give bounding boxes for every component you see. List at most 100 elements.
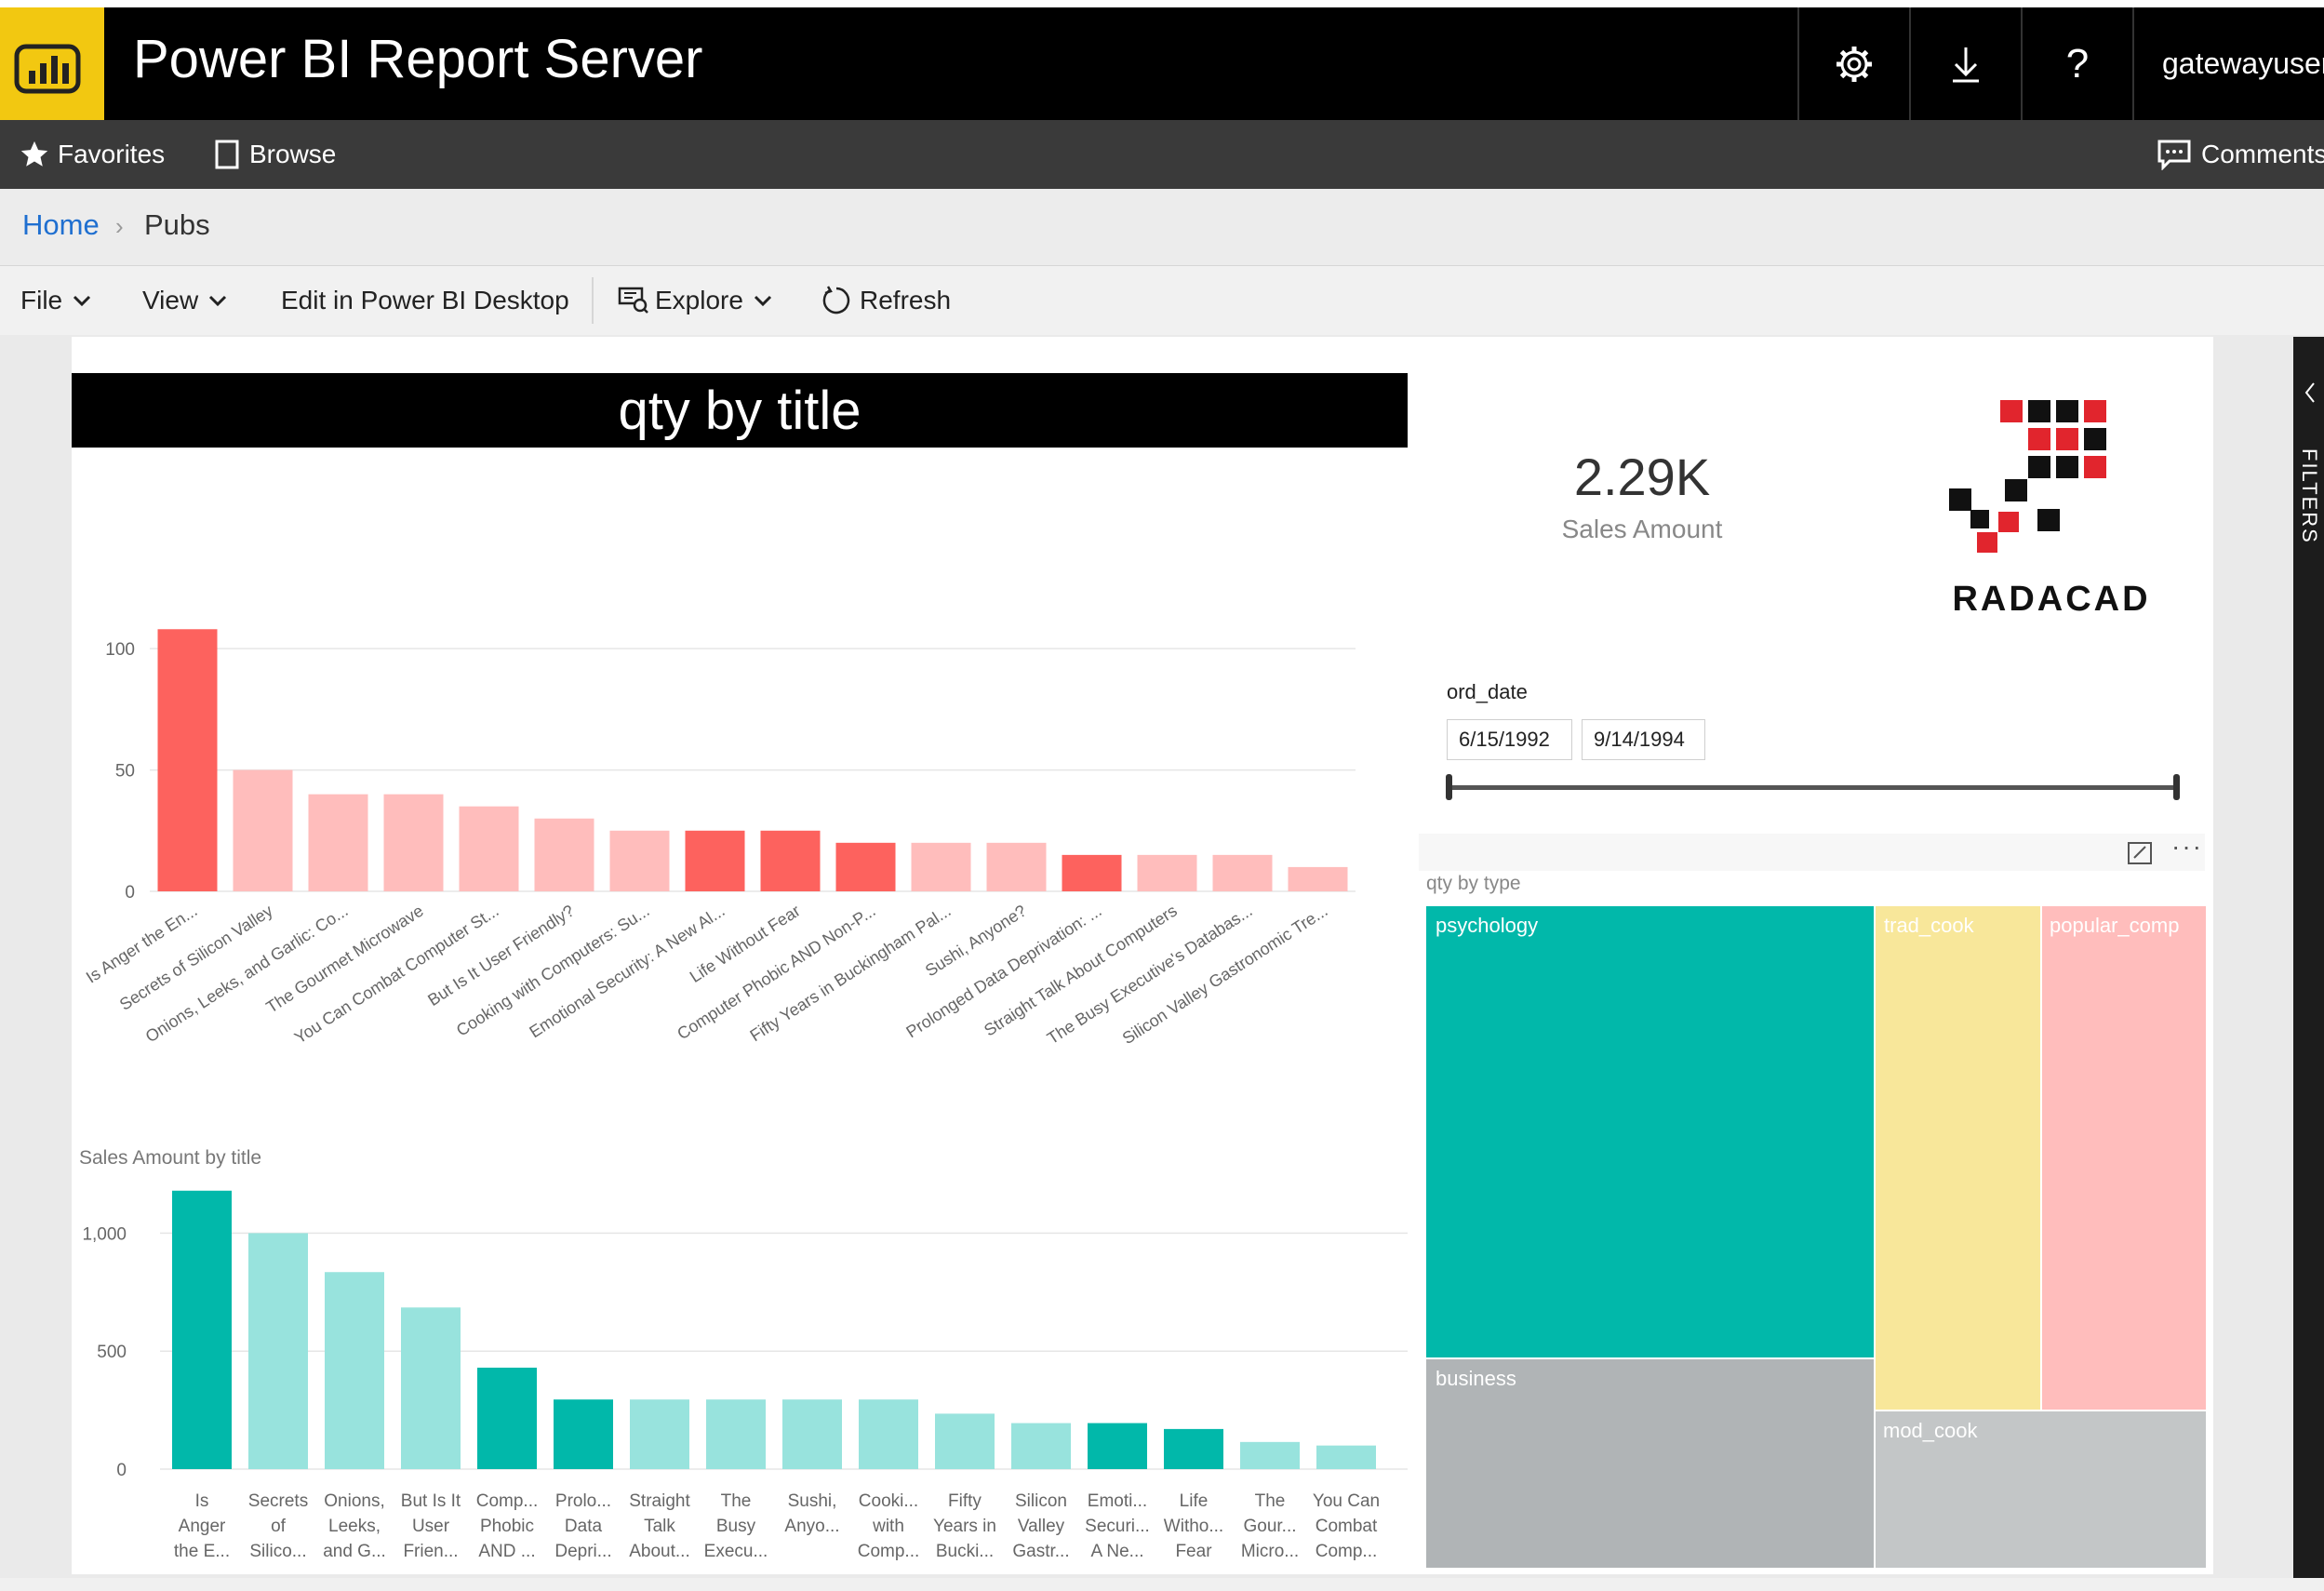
- treemap-label: business: [1436, 1367, 1516, 1390]
- app-header: [0, 7, 2324, 120]
- sales-bar[interactable]: [935, 1413, 995, 1469]
- comments-label: Comments: [2201, 140, 2324, 168]
- x-tick-label: The: [1255, 1491, 1286, 1511]
- slicer-handle-start[interactable]: [1446, 774, 1452, 800]
- chevron-down-icon: [754, 295, 771, 307]
- browse-link[interactable]: Browse: [214, 120, 336, 189]
- comments-button[interactable]: Comments: [2157, 120, 2324, 189]
- qty-bar[interactable]: [383, 794, 444, 891]
- qty-chart-title: qty by title: [72, 373, 1408, 448]
- x-tick-label: User: [412, 1517, 450, 1536]
- user-menu[interactable]: gatewayuser: [2132, 7, 2324, 120]
- sales-bar[interactable]: [325, 1272, 384, 1469]
- sales-chart-title: Sales Amount by title: [79, 1147, 262, 1169]
- explore-icon: [618, 287, 648, 314]
- x-tick-label: Onions,: [324, 1491, 384, 1511]
- sales-bar[interactable]: [1164, 1428, 1223, 1469]
- x-tick-label: But Is It: [401, 1491, 461, 1511]
- qty-bar[interactable]: [1288, 866, 1348, 891]
- qty-bar[interactable]: [911, 842, 971, 891]
- qty-bar[interactable]: [534, 818, 594, 891]
- x-tick-label: You Can: [1313, 1491, 1380, 1511]
- qty-bar[interactable]: [986, 842, 1047, 891]
- x-tick-label: of: [271, 1517, 287, 1536]
- kpi-card: 2.29K Sales Amount: [1489, 447, 1796, 544]
- sales-bar[interactable]: [630, 1399, 689, 1469]
- qty-bar[interactable]: [308, 794, 368, 891]
- qty-bar[interactable]: [1137, 854, 1197, 891]
- treemap-label: popular_comp: [2050, 914, 2180, 937]
- slicer-track: [1449, 785, 2178, 790]
- filters-pane[interactable]: FILTERS: [2293, 337, 2324, 1591]
- treemap-title: qty by type: [1426, 873, 1521, 894]
- sales-bar[interactable]: [554, 1399, 613, 1469]
- refresh-button[interactable]: Refresh: [821, 266, 951, 335]
- treemap-label: psychology: [1436, 914, 1539, 937]
- x-tick-label: Silicon: [1015, 1491, 1067, 1511]
- more-options-icon[interactable]: ···: [2171, 832, 2203, 861]
- view-label: View: [142, 286, 199, 314]
- radacad-logo-text: RADACAD: [1952, 580, 2150, 619]
- file-menu[interactable]: File: [20, 266, 92, 335]
- x-tick-label: Secrets: [248, 1491, 308, 1511]
- treemap-mod-cook[interactable]: mod_cook: [1876, 1411, 2206, 1568]
- sales-bar[interactable]: [401, 1307, 461, 1469]
- window-top-strip: [0, 0, 2324, 7]
- qty-bar[interactable]: [459, 806, 519, 891]
- y-tick-label: 0: [116, 1461, 127, 1480]
- slicer-end-date[interactable]: 9/14/1994: [1582, 719, 1705, 760]
- sales-bar[interactable]: [1316, 1445, 1376, 1469]
- treemap-psychology[interactable]: psychology: [1426, 906, 1874, 1357]
- qty-bar[interactable]: [1212, 854, 1273, 891]
- treemap-business[interactable]: business: [1426, 1359, 1874, 1568]
- slicer-start-date[interactable]: 6/15/1992: [1447, 719, 1572, 760]
- qty-bar[interactable]: [760, 830, 821, 891]
- x-tick-label: Leeks,: [328, 1517, 381, 1536]
- file-label: File: [20, 286, 63, 314]
- y-tick-label: 1,000: [82, 1224, 127, 1244]
- breadcrumb-home[interactable]: Home: [22, 208, 100, 241]
- qty-chart-title-text: qty by title: [618, 380, 861, 441]
- view-menu[interactable]: View: [142, 266, 228, 335]
- sales-bar[interactable]: [248, 1233, 308, 1469]
- qty-bar[interactable]: [685, 830, 745, 891]
- qty-bar[interactable]: [1062, 854, 1122, 891]
- qty-bar[interactable]: [157, 629, 218, 891]
- explore-menu[interactable]: Explore: [618, 266, 773, 335]
- qty-bar[interactable]: [609, 830, 670, 891]
- x-tick-label: Gastr...: [1012, 1542, 1069, 1561]
- x-tick-label: AND ...: [478, 1542, 535, 1561]
- edit-in-desktop-button[interactable]: Edit in Power BI Desktop: [281, 266, 569, 335]
- sales-bar[interactable]: [1088, 1423, 1147, 1469]
- sales-bar[interactable]: [1240, 1441, 1300, 1469]
- x-tick-label: Depri...: [554, 1542, 611, 1561]
- sales-bar[interactable]: [859, 1399, 918, 1469]
- slicer-label: ord_date: [1447, 680, 1528, 703]
- help-button[interactable]: ?: [2021, 7, 2132, 120]
- settings-button[interactable]: [1797, 7, 1909, 120]
- qty-bar[interactable]: [233, 769, 293, 891]
- kpi-value: 2.29K: [1573, 448, 1711, 506]
- slicer-handle-end[interactable]: [2173, 774, 2180, 800]
- sales-bar[interactable]: [172, 1190, 232, 1469]
- qty-bar[interactable]: [835, 842, 896, 891]
- powerbi-logo[interactable]: [0, 7, 104, 120]
- sales-bar[interactable]: [706, 1399, 766, 1469]
- x-tick-label: Prolo...: [555, 1491, 611, 1511]
- toolbar-divider: [592, 277, 594, 324]
- sales-bar[interactable]: [477, 1367, 537, 1469]
- x-tick-label: Phobic: [480, 1517, 534, 1536]
- download-button[interactable]: [1909, 7, 2021, 120]
- focus-mode-icon[interactable]: [2127, 841, 2153, 865]
- favorites-link[interactable]: Favorites: [19, 120, 165, 189]
- breadcrumb: [0, 189, 2324, 266]
- x-tick-label: A Ne...: [1090, 1542, 1143, 1561]
- treemap-header: [1419, 834, 2205, 871]
- x-tick-label: Anger: [179, 1517, 226, 1536]
- sales-bar[interactable]: [782, 1399, 842, 1469]
- treemap-trad-cook[interactable]: trad_cook: [1876, 906, 2040, 1410]
- sales-bar[interactable]: [1011, 1423, 1071, 1469]
- x-tick-label: Is: [195, 1491, 209, 1511]
- treemap-popular-comp[interactable]: popular_comp: [2042, 906, 2206, 1410]
